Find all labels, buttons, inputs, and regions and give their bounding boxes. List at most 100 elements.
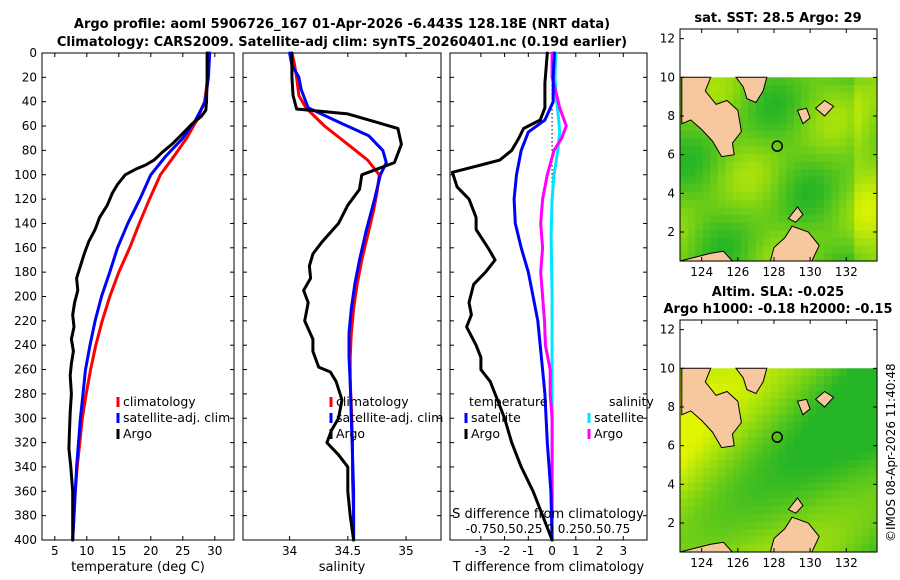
heatmap-cell	[824, 230, 833, 239]
legend-label: climatology	[336, 394, 409, 409]
heatmap-cell	[793, 161, 802, 170]
heatmap-cell	[717, 207, 727, 216]
heatmap-cell	[801, 513, 810, 522]
heatmap-cell	[702, 376, 711, 385]
heatmap-cell	[808, 368, 817, 377]
heatmap-cell	[824, 444, 833, 454]
heatmap-cell	[733, 513, 742, 522]
heatmap-cell	[846, 391, 855, 400]
heatmap-cell	[733, 100, 742, 109]
heatmap-cell	[733, 184, 742, 193]
heatmap-cell	[816, 115, 825, 124]
heatmap-cell	[808, 444, 817, 454]
heatmap-cell	[808, 460, 817, 469]
y-tick-label: 20	[22, 70, 37, 84]
heatmap-cell	[770, 444, 780, 454]
heatmap-cell	[839, 130, 848, 140]
heatmap-cell	[778, 138, 787, 147]
heatmap-cell	[740, 383, 749, 392]
heatmap-cell	[710, 513, 719, 522]
heatmap-cell	[763, 483, 772, 492]
heatmap-cell	[710, 230, 719, 239]
heatmap-cell	[816, 376, 825, 385]
heatmap-cell	[763, 123, 772, 132]
heatmap-cell	[846, 467, 855, 477]
heatmap-cell	[680, 498, 689, 507]
heatmap-cell	[695, 199, 704, 209]
heatmap-cell	[854, 115, 863, 124]
heatmap-cell	[687, 169, 696, 178]
heatmap-cell	[816, 368, 825, 377]
heatmap-cell	[695, 153, 704, 163]
heatmap-cell	[839, 153, 848, 163]
heatmap-cell	[869, 483, 878, 492]
heatmap-cell	[778, 207, 787, 216]
heatmap-cell	[710, 467, 719, 477]
heatmap-cell	[725, 460, 734, 469]
heatmap-cell	[680, 475, 689, 484]
heatmap-cell	[854, 169, 863, 178]
heatmap-cell	[816, 176, 825, 186]
heatmap-cell	[854, 376, 863, 385]
heatmap-cell	[786, 475, 795, 484]
heatmap-cell	[710, 207, 719, 216]
sla-map-subtitle: Argo h1000: -0.18 h2000: -0.15	[663, 302, 892, 317]
heatmap-cell	[725, 475, 734, 484]
heatmap-cell	[786, 452, 795, 461]
heatmap-cell	[869, 176, 878, 186]
heatmap-cell	[702, 483, 711, 492]
x2-axis-label: S difference from climatology	[452, 507, 644, 522]
heatmap-cell	[710, 184, 719, 193]
heatmap-cell	[740, 146, 749, 155]
heatmap-cell	[846, 222, 855, 231]
heatmap-cell	[861, 169, 870, 178]
x-tick-label: 130	[799, 556, 822, 570]
heatmap-cell	[839, 452, 848, 461]
heatmap-cell	[824, 207, 833, 216]
heatmap-cell	[854, 429, 863, 438]
heatmap-cell	[680, 513, 689, 522]
heatmap-cell	[740, 169, 749, 178]
heatmap-cell	[808, 383, 817, 392]
heatmap-cell	[740, 529, 749, 538]
heatmap-cell	[680, 153, 689, 163]
heatmap-cell	[861, 444, 870, 454]
satellite-clim-line	[288, 51, 388, 542]
heatmap-cell	[717, 506, 727, 515]
heatmap-cell	[680, 146, 689, 155]
heatmap-cell	[861, 498, 870, 507]
heatmap-cell	[824, 467, 833, 477]
x-tick-label: 35	[398, 544, 413, 558]
heatmap-cell	[725, 169, 734, 178]
heatmap-cell	[869, 77, 878, 86]
heatmap-cell	[740, 92, 749, 101]
heatmap-cell	[680, 421, 689, 431]
heatmap-cell	[808, 521, 817, 530]
heatmap-cell	[770, 100, 780, 109]
heatmap-cell	[770, 521, 780, 530]
heatmap-cell	[733, 192, 742, 201]
heatmap-cell	[687, 161, 696, 170]
heatmap-cell	[763, 238, 772, 247]
heatmap-cell	[861, 146, 870, 155]
heatmap-cell	[755, 429, 764, 438]
heatmap-cell	[839, 161, 848, 170]
heatmap-cell	[816, 421, 825, 431]
heatmap-cell	[748, 460, 757, 469]
x2-tick-labels: -0.750.50.25 0 0.250.50.75	[466, 522, 631, 536]
heatmap-cell	[710, 238, 719, 247]
heatmap-cell	[793, 199, 802, 209]
heatmap-cell	[725, 222, 734, 231]
heatmap-cell	[702, 521, 711, 530]
heatmap-cell	[755, 536, 764, 545]
heatmap-cell	[755, 513, 764, 522]
heatmap-cell	[831, 506, 840, 515]
heatmap-cell	[786, 138, 795, 147]
heatmap-cell	[831, 192, 840, 201]
heatmap-cell	[695, 238, 704, 247]
heatmap-cell	[786, 92, 795, 101]
heatmap-cell	[695, 215, 704, 224]
heatmap-cell	[680, 506, 689, 515]
heatmap-cell	[733, 498, 742, 507]
heatmap-cell	[748, 238, 757, 247]
